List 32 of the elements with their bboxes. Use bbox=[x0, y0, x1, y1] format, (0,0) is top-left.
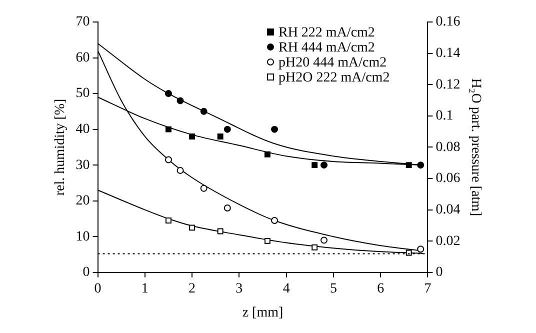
legend-label: pH2O 222 mA/cm2 bbox=[278, 70, 390, 86]
x-tick-label: 0 bbox=[94, 281, 102, 296]
y2-tick-label: 0.04 bbox=[436, 202, 460, 218]
y-tick-label: 70 bbox=[76, 14, 90, 30]
y-tick-label: 10 bbox=[76, 229, 90, 244]
y2-axis-title: H₂O part. pressure [atm] bbox=[468, 78, 483, 216]
y-tick-label: 60 bbox=[76, 50, 90, 66]
y2-tick-label: 0.08 bbox=[436, 140, 460, 155]
y-tick-label: 20 bbox=[76, 194, 90, 209]
y2-tick-label: 0.06 bbox=[436, 171, 460, 186]
x-tick-label: 4 bbox=[282, 281, 290, 296]
x-axis-title: z [mm] bbox=[242, 305, 284, 320]
y-axis-title: rel. humidity [%] bbox=[53, 98, 68, 196]
y2-tick-label: 0.02 bbox=[436, 234, 460, 249]
x-tick-label: 6 bbox=[377, 281, 384, 296]
x-tick-label: 7 bbox=[424, 281, 432, 296]
y2-tick-label: 0.1 bbox=[436, 108, 454, 124]
y2-tick-label: 0 bbox=[436, 265, 443, 280]
x-tick-label: 5 bbox=[330, 281, 337, 296]
x-tick-label: 3 bbox=[236, 281, 243, 296]
legend-label: pH20 444 mA/cm2 bbox=[278, 56, 387, 71]
x-tick-label: 2 bbox=[188, 281, 196, 296]
y2-tick-label: 0.16 bbox=[436, 14, 460, 30]
y-tick-label: 50 bbox=[76, 86, 90, 102]
y-tick-label: 0 bbox=[82, 265, 90, 280]
x-tick-label: 1 bbox=[141, 281, 148, 296]
y2-tick-label: 0.14 bbox=[436, 46, 460, 61]
y2-tick-label: 0.12 bbox=[436, 77, 460, 92]
legend-label: RH 444 mA/cm2 bbox=[278, 40, 375, 56]
y-tick-label: 30 bbox=[76, 158, 90, 173]
y-tick-label: 40 bbox=[76, 122, 90, 137]
legend-label: RH 222 mA/cm2 bbox=[278, 26, 375, 41]
